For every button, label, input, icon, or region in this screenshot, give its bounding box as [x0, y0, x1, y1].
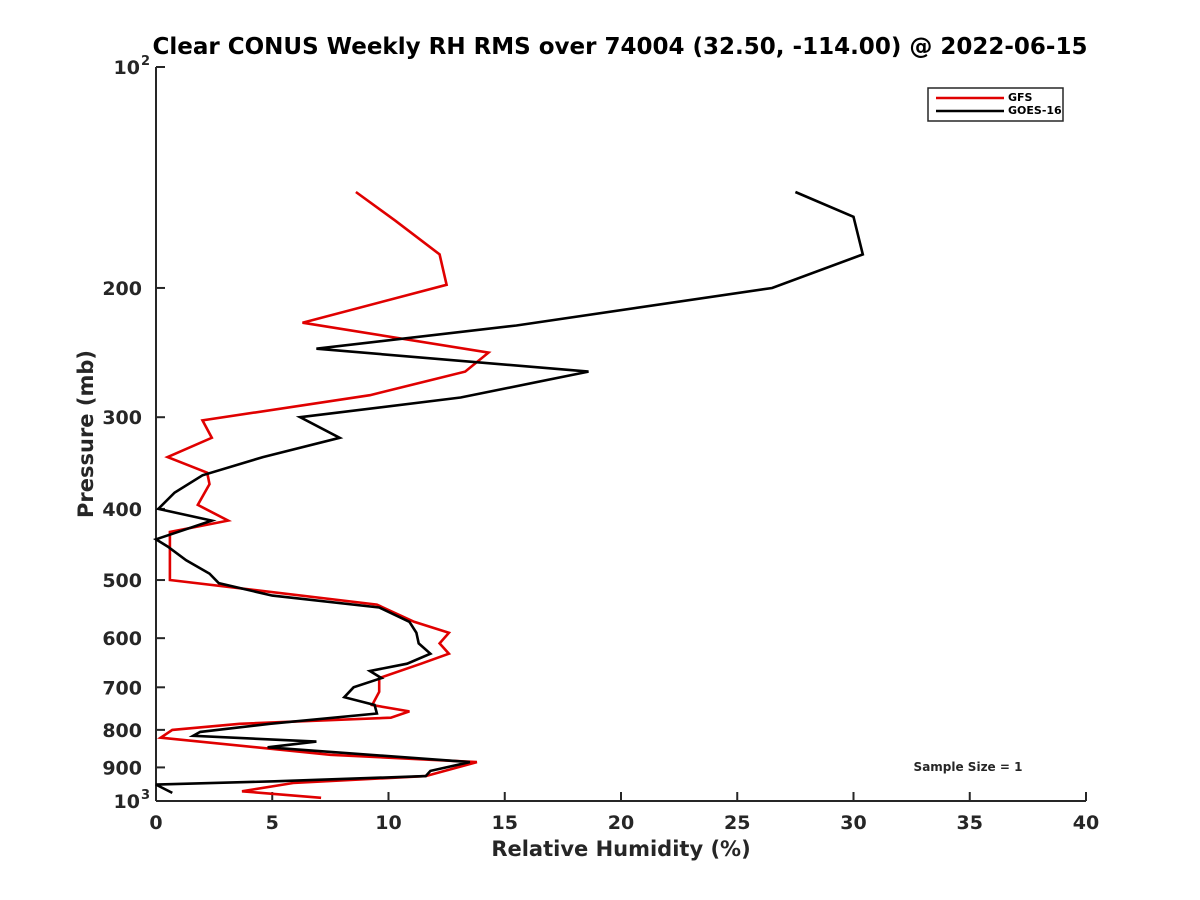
y-tick-label: 10 [114, 791, 140, 813]
series-gfs-line [156, 190, 492, 800]
y-axis-label: Pressure (mb) [74, 350, 98, 518]
legend-label-goes16: GOES-16 [1008, 104, 1062, 117]
x-tick-label: 40 [1073, 812, 1099, 834]
y-tick-label: 300 [102, 407, 142, 429]
x-tick-label: 5 [266, 812, 279, 834]
y-tick-label: 200 [102, 278, 142, 300]
y-tick-exponent: 3 [141, 788, 150, 803]
x-tick-label: 15 [492, 812, 518, 834]
y-tick-label: 600 [102, 628, 142, 650]
legend: GFS GOES-16 [927, 87, 1064, 122]
y-tick-label: 400 [102, 499, 142, 521]
x-tick-label: 35 [957, 812, 983, 834]
x-axis-label: Relative Humidity (%) [491, 837, 750, 861]
y-tick-label: 500 [102, 570, 142, 592]
sample-size-annotation: Sample Size = 1 [914, 760, 1023, 774]
x-tick-label: 25 [724, 812, 750, 834]
chart-title: Clear CONUS Weekly RH RMS over 74004 (32… [153, 34, 1088, 60]
x-tick-label: 0 [149, 812, 162, 834]
legend-label-gfs: GFS [1008, 91, 1033, 104]
series-layer [152, 190, 865, 800]
y-tick-label: 700 [102, 677, 142, 699]
y-tick-label: 900 [102, 757, 142, 779]
y-tick-label: 800 [102, 720, 142, 742]
x-tick-label: 10 [375, 812, 401, 834]
x-tick-label: 20 [608, 812, 634, 834]
x-tick-label: 30 [840, 812, 866, 834]
y-tick-exponent: 2 [141, 54, 150, 69]
legend-box [927, 87, 1064, 122]
series-goes16-line [152, 190, 865, 795]
y-tick-label: 10 [114, 57, 140, 79]
